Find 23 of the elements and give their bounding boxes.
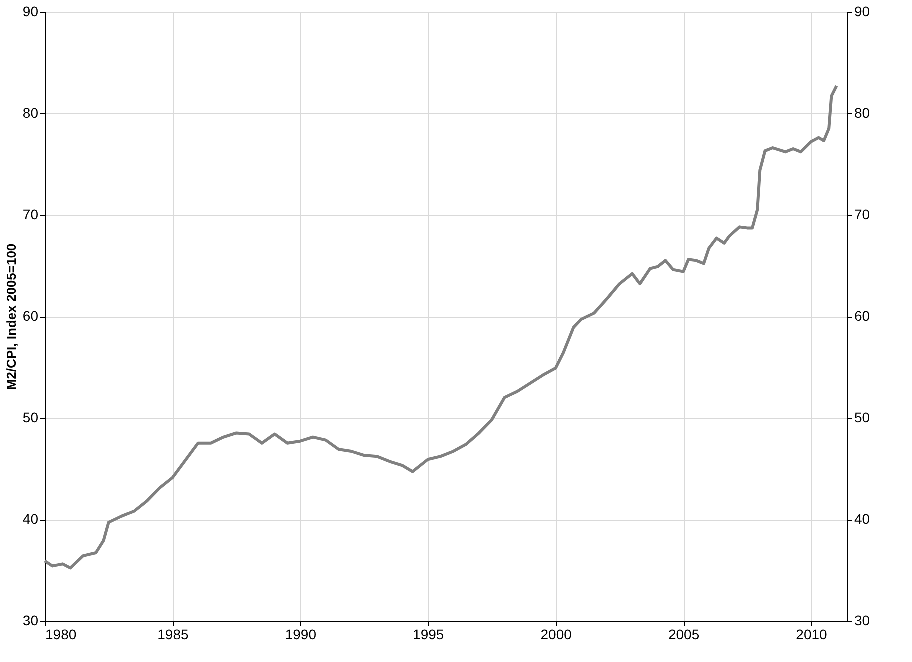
y-tick-label: 90 [22,4,39,20]
line-series [44,84,838,570]
x-tick-label: 1980 [46,626,77,642]
y2-tick-label: 30 [854,612,870,628]
x-tick-label: 1995 [413,626,444,642]
y2-tick-label: 50 [854,410,870,426]
y2-tick-label: 90 [854,4,870,20]
y2-tick-label: 60 [854,308,870,324]
y2-tick-label: 70 [854,206,870,222]
x-tick-label: 1985 [158,626,189,642]
x-tick-label: 1990 [285,626,317,642]
x-tick-label: 2010 [796,626,828,642]
y-tick-label: 30 [22,612,39,628]
y-tick-label: 40 [22,511,39,527]
y-axis-title: M2/CPI, Index 2005=100 [4,244,19,390]
y-tick-label: 70 [22,206,39,222]
y-tick-label: 80 [22,105,39,121]
y-tick-label: 50 [22,410,39,426]
x-tick-label: 2005 [668,626,700,642]
x-tick-label: 2000 [540,626,572,642]
y-tick-label: 60 [22,308,39,324]
y2-tick-label: 40 [854,511,870,527]
y2-tick-label: 80 [854,105,870,121]
